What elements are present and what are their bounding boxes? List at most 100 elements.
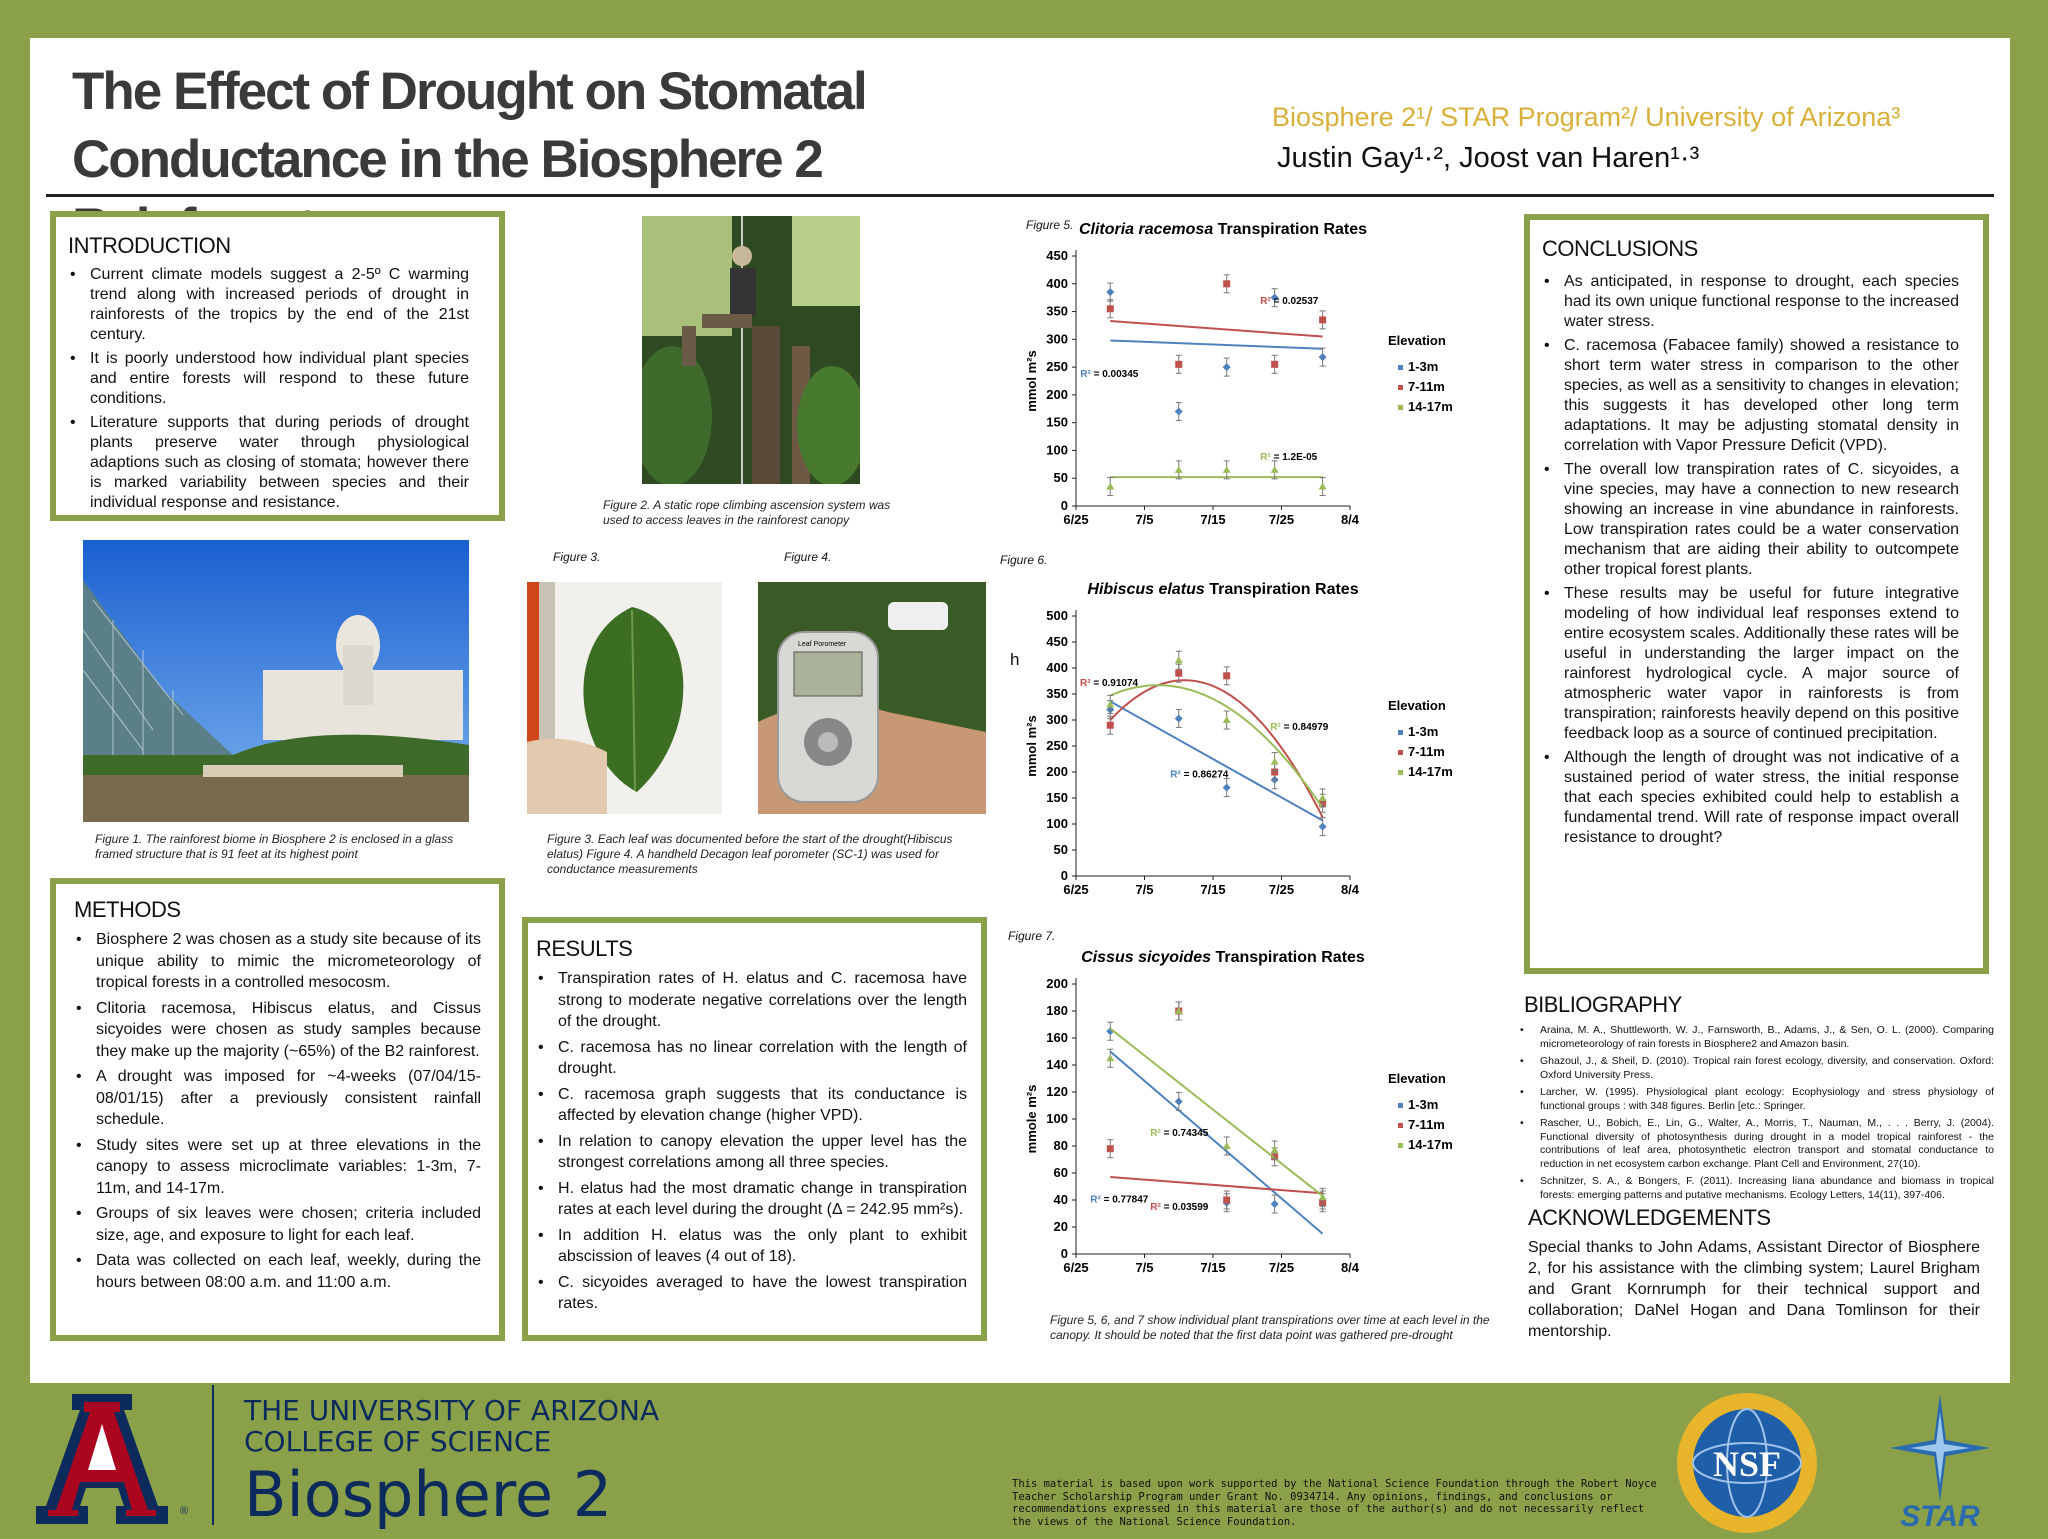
star-logo: STAR [1850,1392,2030,1533]
data-point [1271,360,1279,368]
chart-title-rest: Transpiration Rates [1213,221,1367,238]
results-bullet: C. racemosa has no linear correlation wi… [538,1037,967,1080]
data-point [1106,700,1115,708]
y-tick-label: 300 [1046,331,1068,346]
chart-title-rest: Transpiration Rates [1211,949,1365,966]
data-point [1318,353,1327,362]
data-point [1174,1007,1183,1014]
conclusions-bullet: Although the length of drought was not i… [1544,748,1959,848]
y-tick-label: 150 [1046,790,1068,805]
acknowledgements-heading: ACKNOWLEDGEMENTS [1528,1205,1771,1230]
nsf-disclaimer: This material is based upon work support… [1012,1478,1657,1528]
data-point [1223,1196,1231,1204]
data-point [1174,465,1183,473]
x-tick-label: 6/25 [1063,1260,1088,1275]
data-point [1318,822,1327,831]
y-tick-label: 60 [1054,1165,1068,1180]
results-list: Transpiration rates of H. elatus and C. … [536,968,967,1315]
x-tick-label: 7/5 [1135,882,1153,897]
poster-title: The Effect of Drought on Stomatal Conduc… [72,58,1052,262]
chart-title-rest: Transpiration Rates [1205,581,1359,598]
r-squared-label: R² = 0.03599 [1150,1202,1209,1213]
y-tick-label: 100 [1046,816,1068,831]
figure-4-label: Figure 4. [784,550,832,564]
methods-bullet: Data was collected on each leaf, weekly,… [76,1250,481,1293]
y-tick-label: 140 [1046,1057,1068,1072]
r-squared-value: = 0.91074 [1091,678,1139,689]
legend-marker [1398,1143,1403,1148]
conclusions-bullet: C. racemosa (Fabacee family) showed a re… [1544,336,1959,456]
r-squared-label: R² = 0.91074 [1080,678,1139,689]
r-squared-symbol: R² [1080,369,1091,380]
y-tick-label: 80 [1054,1138,1068,1153]
results-bullet: In addition H. elatus was the only plant… [538,1225,967,1268]
data-point [1270,293,1279,302]
biosphere-photo-illustration [82,540,469,822]
data-point [1270,465,1279,473]
ua-name-line1: THE UNIVERSITY OF ARIZONA [244,1394,660,1427]
chart-title: Cissus sicyoides Transpiration Rates [1081,949,1365,966]
nsf-globe-icon: NSF [1677,1393,1817,1533]
trendline [1110,320,1323,338]
data-point [1222,363,1231,372]
trendline [1109,679,1324,818]
y-tick-label: 350 [1046,686,1068,701]
trendline [1110,1176,1323,1195]
y-tick-label: 200 [1046,764,1068,779]
conclusions-bullet: The overall low transpiration rates of C… [1544,460,1959,580]
nsf-logo: NSF [1676,1392,1818,1534]
y-tick-label: 200 [1046,387,1068,402]
data-point [1318,794,1327,801]
r-squared-symbol: R² [1090,1195,1101,1206]
figure-6-label: Figure 6. [1000,553,1048,567]
r-squared-label: R² = 0.77847 [1090,1195,1149,1206]
conclusions-box: CONCLUSIONS As anticipated, in response … [1524,214,1989,974]
x-tick-label: 7/15 [1200,1260,1225,1275]
y-tick-label: 20 [1054,1219,1068,1234]
figure-2-photo [632,216,867,486]
trendline [1109,700,1324,822]
nsf-logo-text: NSF [1713,1444,1781,1484]
results-heading: RESULTS [536,936,633,961]
y-axis-label: mmol m²s [1024,715,1039,776]
acknowledgements-text: Special thanks to John Adams, Assistant … [1528,1239,1980,1340]
figure-3-photo [527,582,722,814]
ua-block-a-icon [36,1394,168,1524]
legend-entry: 1-3m [1408,724,1438,739]
data-point [1174,656,1183,664]
legend-entry: 14-17m [1408,764,1453,779]
legend-marker [1398,730,1403,735]
legend-marker [1398,405,1403,410]
r-squared-label: R² = 0.86274 [1170,770,1229,781]
footer-divider [212,1385,214,1525]
x-tick-label: 8/4 [1341,882,1360,897]
legend-entry: 14-17m [1408,1137,1453,1152]
r-squared-symbol: R² [1150,1128,1161,1139]
x-tick-label: 8/4 [1341,1260,1360,1275]
legend-entry: 14-17m [1408,399,1453,414]
introduction-heading: INTRODUCTION [68,233,231,258]
header-rule [46,194,1994,197]
data-point [1318,482,1327,490]
data-point [1270,1200,1279,1209]
chart-title-species: Cissus sicyoides [1081,949,1211,966]
x-tick-label: 7/25 [1269,882,1294,897]
ua-logo [28,1390,176,1526]
y-tick-label: 50 [1054,842,1068,857]
star-compass-icon: STAR [1890,1394,1990,1533]
y-tick-label: 160 [1046,1030,1068,1045]
chart-title-species: Hibiscus elatus [1087,581,1204,598]
results-bullet: H. elatus had the most dramatic change i… [538,1178,967,1221]
title-line-1: The Effect of Drought on Stomatal [72,62,868,121]
figure-4-photo: Leaf Porometer [758,582,986,814]
r-squared-value: = 0.86274 [1181,770,1229,781]
y-tick-label: 450 [1046,248,1068,263]
legend-marker [1398,365,1403,370]
figure-5-6-7-caption: Figure 5, 6, and 7 show individual plant… [1050,1313,1490,1342]
r-squared-symbol: R² [1260,296,1271,307]
authors: Justin Gay¹·², Joost van Haren¹·³ [1277,142,1700,174]
results-bullet: C. racemosa graph suggests that its cond… [538,1084,967,1127]
data-point [1175,669,1183,677]
chart-title: Clitoria racemosa Transpiration Rates [1079,221,1367,238]
r-squared-value: = 0.84979 [1281,722,1329,733]
